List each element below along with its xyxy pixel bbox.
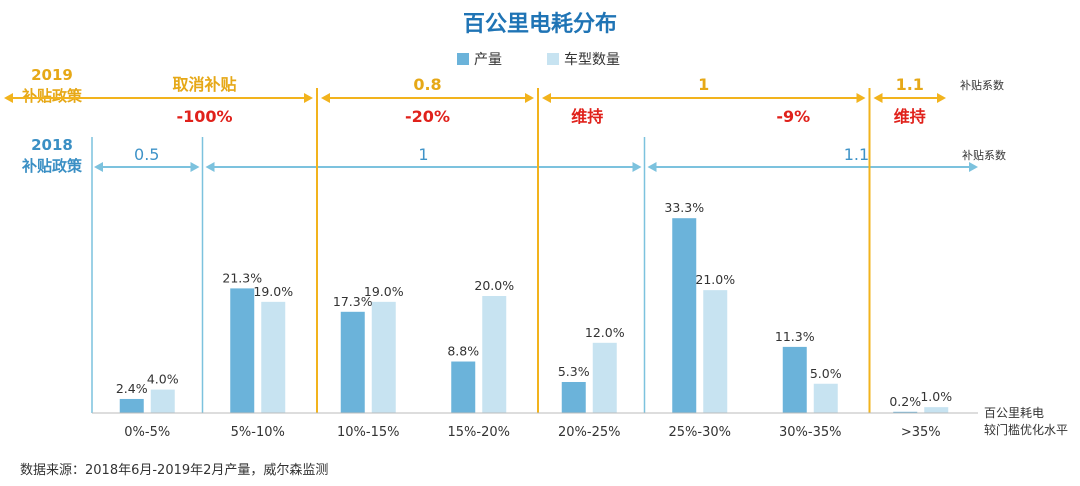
- x-tick-label: 30%-35%: [779, 425, 841, 440]
- policy-row-labels: 2019 补贴政策 2018 补贴政策 补贴系数 补贴系数: [21, 66, 1006, 175]
- x-tick-label: 15%-20%: [448, 425, 510, 440]
- policy-2019-arrow-arrowhead-left: [321, 93, 330, 103]
- data-label-series-2: 5.0%: [810, 366, 842, 381]
- legend-swatch-series-1: [457, 53, 469, 65]
- data-label-series-1: 0.2%: [889, 394, 921, 409]
- policy-2019-coef: 1: [698, 75, 709, 94]
- legend-label-series-2: 车型数量: [564, 51, 620, 68]
- legend: 产量 车型数量: [457, 51, 620, 68]
- bar-series-1: [340, 311, 365, 413]
- bar-series-2: [482, 296, 507, 413]
- data-label-series-2: 12.0%: [585, 325, 625, 340]
- policy-2019-arrow-arrowhead-right: [304, 93, 313, 103]
- bar-marks: 2.4% 21.3% 17.3% 8.8% 5.3% 33.3% 11.3% 0.2% 4.0%…: [116, 200, 952, 413]
- data-label-series-1: 11.3%: [775, 329, 815, 344]
- policy-2018-arrow-arrowhead-right: [969, 162, 978, 172]
- policy-2019-change: 维持: [894, 107, 926, 126]
- policy-2019-coef-label: 补贴系数: [960, 78, 1004, 92]
- policy-2018-arrow-arrowhead-left: [205, 162, 215, 172]
- data-label-series-2: 19.0%: [253, 284, 293, 299]
- source-note: 数据来源：2018年6月-2019年2月产量，威尔森监测: [20, 463, 328, 478]
- bar-series-2: [592, 342, 617, 413]
- policy-2018-arrow-arrowhead-right: [190, 162, 200, 172]
- data-label-series-2: 20.0%: [474, 278, 514, 293]
- bar-series-2: [371, 301, 396, 413]
- x-axis-title: 百公里耗电 较门槛优化水平: [984, 406, 1068, 437]
- policy-2018-arrow-arrowhead-left: [94, 162, 103, 172]
- bar-series-2: [813, 383, 838, 413]
- policy-2018-label: 补贴政策: [21, 157, 83, 175]
- policy-2019-coef: 1.1: [896, 75, 924, 94]
- data-label-series-1: 33.3%: [664, 200, 704, 215]
- policy-2019-change: 维持: [571, 107, 603, 126]
- bar-series-2: [703, 290, 728, 413]
- bar-series-2: [261, 301, 286, 413]
- bar-series-1: [672, 218, 697, 413]
- policy-2019-change: -100%: [176, 107, 232, 126]
- policy-2018-coef: 1.1: [844, 145, 869, 164]
- data-label-series-1: 2.4%: [116, 381, 148, 396]
- bar-series-1: [561, 381, 586, 413]
- policy-brackets: 0.5 1 1.1 取消补贴 -100% 0.8 -20% 1 维持 -9% 1.1 维持: [4, 75, 978, 413]
- x-tick-label: 0%-5%: [124, 425, 170, 440]
- policy-2019-coef: 0.8: [413, 75, 441, 94]
- x-axis: 0%-5% 5%-10% 10%-15% 15%-20% 20%-25% 25%-30% 3…: [92, 412, 978, 440]
- data-label-series-2: 4.0%: [147, 372, 179, 387]
- bar-series-1: [451, 361, 476, 413]
- data-label-series-1: 8.8%: [447, 344, 479, 359]
- bar-series-1: [782, 346, 807, 413]
- policy-2019-arrow-arrowhead-right: [937, 93, 946, 103]
- policy-2019-arrow-arrowhead-right: [856, 93, 866, 103]
- policy-2019-change: -20%: [405, 107, 450, 126]
- bar-series-1: [119, 398, 144, 413]
- x-axis-title-line-1: 百公里耗电: [984, 406, 1044, 420]
- policy-2019-year: 2019: [31, 66, 73, 84]
- bar-series-2: [150, 389, 175, 413]
- data-label-series-1: 17.3%: [333, 294, 373, 309]
- policy-2019-arrow-arrowhead-left: [4, 93, 13, 103]
- data-label-series-2: 19.0%: [364, 284, 404, 299]
- policy-2019-label: 补贴政策: [21, 87, 83, 105]
- x-tick-label: 10%-15%: [337, 425, 399, 440]
- x-tick-label: 20%-25%: [558, 425, 620, 440]
- policy-2018-arrow-arrowhead-left: [647, 162, 657, 172]
- policy-2018-year: 2018: [31, 136, 73, 154]
- bar-series-1: [230, 288, 255, 413]
- data-label-series-1: 21.3%: [222, 270, 262, 285]
- x-tick-label: >35%: [901, 425, 941, 440]
- chart-title: 百公里电耗分布: [463, 11, 617, 37]
- data-label-series-1: 5.3%: [558, 364, 590, 379]
- policy-2019-arrow-arrowhead-left: [542, 93, 551, 103]
- policy-2018-coef: 1: [418, 145, 428, 164]
- x-axis-title-line-2: 较门槛优化水平: [984, 422, 1068, 437]
- bar-series-1: [893, 411, 918, 413]
- x-tick-label: 25%-30%: [669, 425, 731, 440]
- policy-2019-arrow-arrowhead-right: [525, 93, 534, 103]
- policy-2019-change: -9%: [776, 107, 810, 126]
- legend-label-series-1: 产量: [474, 52, 502, 68]
- data-label-series-2: 21.0%: [695, 272, 735, 287]
- x-tick-label: 5%-10%: [231, 425, 285, 440]
- policy-2018-arrow-arrowhead-right: [632, 162, 642, 172]
- bar-series-2: [924, 407, 949, 413]
- policy-2018-coef-label: 补贴系数: [962, 148, 1006, 162]
- policy-2019-arrow-arrowhead-left: [873, 93, 883, 103]
- policy-2019-coef: 取消补贴: [172, 75, 236, 94]
- legend-swatch-series-2: [547, 53, 559, 65]
- policy-2018-coef: 0.5: [134, 145, 159, 164]
- data-label-series-2: 1.0%: [920, 389, 952, 404]
